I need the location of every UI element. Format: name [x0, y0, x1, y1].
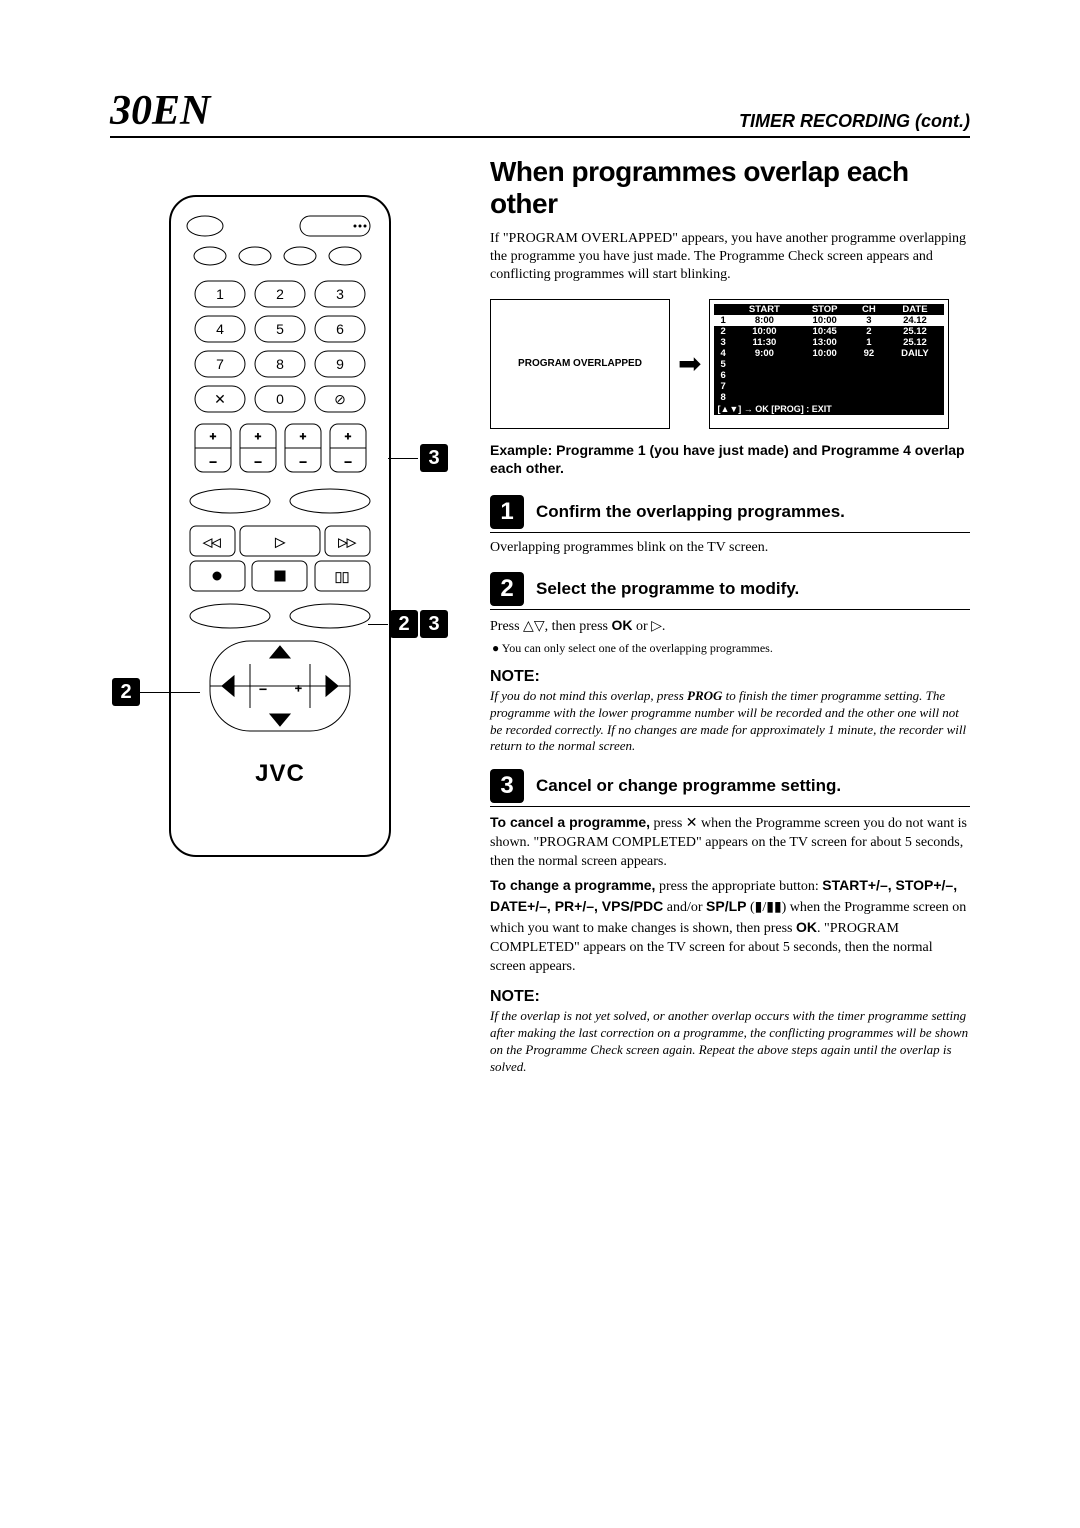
osd-left: PROGRAM OVERLAPPED: [490, 299, 670, 429]
svg-text:4: 4: [216, 321, 224, 337]
svg-text:–: –: [345, 456, 352, 468]
svg-text:8: 8: [276, 356, 284, 372]
svg-text:▶: ▶: [275, 535, 285, 549]
svg-text:+: +: [300, 431, 306, 443]
svg-text:▮▮: ▮▮: [335, 569, 349, 584]
arrow-icon: ➡: [678, 347, 701, 381]
step-title: Select the programme to modify.: [536, 579, 799, 599]
svg-text:–: –: [210, 456, 217, 468]
step-body: To cancel a programme, press ✕ when the …: [490, 813, 970, 872]
remote-control-diagram: 1 2 3 4 5 6 7 8 9 ✕ 0 ⊘ + – + – + – + –: [150, 186, 410, 866]
svg-text:5: 5: [276, 321, 284, 337]
bullet-text: ● You can only select one of the overlap…: [492, 641, 970, 656]
svg-text:+: +: [295, 681, 302, 695]
svg-text:0: 0: [276, 391, 284, 407]
callout-badge: 3: [420, 444, 448, 472]
svg-text:⊘: ⊘: [334, 391, 346, 407]
callout-badge: 3: [420, 610, 448, 638]
section-title: When programmes overlap each other: [490, 156, 970, 220]
intro-text: If "PROGRAM OVERLAPPED" appears, you hav…: [490, 230, 970, 285]
osd-diagram: PROGRAM OVERLAPPED ➡ STARTSTOPCHDATE18:0…: [490, 299, 970, 429]
step-body: Press △▽, then press OK or ▷.: [490, 616, 970, 637]
step-heading: 3 Cancel or change programme setting.: [490, 769, 970, 807]
content-area: 1 2 3 4 5 6 7 8 9 ✕ 0 ⊘ + – + – + – + –: [110, 156, 970, 1076]
page-number: 30EN: [110, 90, 210, 132]
note-label: NOTE:: [490, 668, 970, 686]
svg-text:–: –: [300, 456, 307, 468]
svg-text:9: 9: [336, 356, 344, 372]
svg-text:2: 2: [276, 286, 284, 302]
remote-column: 1 2 3 4 5 6 7 8 9 ✕ 0 ⊘ + – + – + – + –: [110, 156, 460, 1076]
osd-right: STARTSTOPCHDATE18:0010:00324.12210:0010:…: [709, 299, 949, 429]
text-column: When programmes overlap each other If "P…: [490, 156, 970, 1076]
step-number: 2: [490, 572, 524, 606]
callout-badge: 2: [112, 678, 140, 706]
osd-footer: [▲▼] → OK [PROG] : EXIT: [714, 403, 944, 415]
svg-text:JVC: JVC: [255, 760, 305, 787]
svg-text:+: +: [255, 431, 261, 443]
svg-text:3: 3: [336, 286, 344, 302]
step-title: Cancel or change programme setting.: [536, 776, 841, 796]
step-body: To change a programme, press the appropr…: [490, 876, 970, 976]
svg-text:+: +: [345, 431, 351, 443]
page-lang: EN: [152, 88, 210, 134]
note-body: If the overlap is not yet solved, or ano…: [490, 1008, 970, 1076]
svg-text:◀◀: ◀◀: [204, 537, 221, 549]
header-title: TIMER RECORDING (cont.): [739, 111, 970, 132]
step-heading: 2 Select the programme to modify.: [490, 572, 970, 610]
svg-text:–: –: [259, 681, 267, 695]
note-label: NOTE:: [490, 988, 970, 1006]
callout-badge: 2: [390, 610, 418, 638]
step-number: 1: [490, 495, 524, 529]
step-heading: 1 Confirm the overlapping programmes.: [490, 495, 970, 533]
svg-text:–: –: [255, 456, 262, 468]
note-body: If you do not mind this overlap, press P…: [490, 688, 970, 756]
svg-text:7: 7: [216, 356, 224, 372]
svg-text:1: 1: [216, 286, 224, 302]
page-number-value: 30: [110, 88, 152, 134]
step-title: Confirm the overlapping programmes.: [536, 502, 845, 522]
svg-text:▶▶: ▶▶: [339, 537, 356, 549]
svg-text:+: +: [210, 431, 216, 443]
svg-text:6: 6: [336, 321, 344, 337]
page-header: 30EN TIMER RECORDING (cont.): [110, 90, 970, 138]
step-number: 3: [490, 769, 524, 803]
example-text: Example: Programme 1 (you have just made…: [490, 441, 970, 477]
svg-text:✕: ✕: [214, 391, 226, 407]
step-body: Overlapping programmes blink on the TV s…: [490, 539, 970, 558]
